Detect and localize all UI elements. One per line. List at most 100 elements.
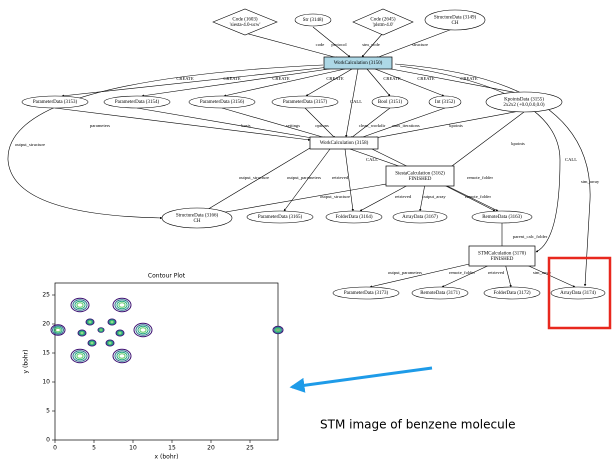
x-tick-label: 15 [168, 445, 176, 452]
node-label: FolderData (3164) [335, 215, 372, 220]
contour-ring [135, 324, 151, 336]
contour-ring [76, 302, 84, 308]
edge-label: clean_workdir [359, 123, 386, 128]
edge-label: CREATE [272, 76, 290, 81]
node-shape [188, 95, 256, 109]
edge-label: CREATE [460, 76, 478, 81]
edge [441, 262, 495, 288]
contour-ring [87, 339, 97, 347]
contour-ring [88, 320, 92, 324]
node-label: KpointsData (3155) [504, 97, 544, 102]
edge-label: parameters [90, 123, 110, 128]
edge [219, 182, 393, 214]
node-label: Str (3148) [303, 18, 324, 23]
edge-label: CALL [565, 157, 577, 162]
contour-ring [118, 353, 126, 359]
contour-ring [85, 318, 95, 326]
contour-ring [108, 319, 116, 325]
edge-label: retrieved [488, 270, 505, 275]
edge [447, 111, 525, 170]
node-shape [371, 95, 409, 109]
edge [399, 65, 561, 253]
edges: code protocol stm_code structure CREATE CREAT… [7, 26, 600, 288]
contour-ring [118, 331, 122, 335]
contour-ring [78, 330, 86, 336]
nodes: Code (1603)'siesta-4.0-ucw' Str (3148) Cod… [21, 8, 606, 300]
edge-label: max_iterations [392, 123, 420, 128]
edge-label: remote_folder [449, 270, 475, 275]
contour-ring [70, 297, 90, 313]
node-label: StructureData (3166) [176, 213, 219, 218]
node-label: FINISHED [491, 257, 514, 262]
node-shape [325, 210, 383, 224]
edge [305, 68, 353, 97]
contour-ring [53, 326, 63, 334]
edge [359, 107, 446, 139]
edge [221, 107, 327, 139]
edge-label: retrieved [332, 175, 349, 180]
edge-label: CREATE [383, 76, 401, 81]
edge-label: options [315, 123, 329, 128]
edge [244, 32, 339, 59]
contour-ring [108, 341, 112, 345]
node-shape [332, 286, 400, 300]
edge [374, 68, 445, 97]
edge [359, 183, 411, 212]
edge-label: CREATE [417, 76, 435, 81]
contour-ring [139, 327, 147, 333]
contour-ring [70, 348, 90, 364]
edge [304, 107, 336, 139]
node-shape [424, 9, 486, 31]
contour-ring [72, 299, 88, 311]
node-label: Bool (3151) [378, 100, 403, 105]
contour-ring [110, 320, 114, 324]
contour-ring [90, 341, 94, 345]
node-shape [246, 210, 314, 224]
contour-ring [272, 325, 284, 335]
edge [504, 262, 512, 288]
contour-ring [273, 326, 283, 334]
edge-label: code [316, 42, 325, 47]
node-label: ParameterData (3154) [115, 100, 160, 105]
node-shape [352, 8, 414, 36]
plot-frame [54, 282, 279, 441]
contour-ring [116, 330, 124, 336]
node-label: ParameterData (3165) [258, 215, 303, 220]
contour-ring [133, 322, 153, 338]
node-shape [161, 207, 233, 229]
node-label: WorkCalculation (3158) [320, 141, 369, 146]
y-tick-label: 10 [42, 379, 50, 386]
edge-label: CALL [366, 157, 378, 162]
edge [385, 67, 519, 94]
node-shape [21, 95, 89, 109]
contour-ring [72, 350, 88, 362]
node-label: ParameterData (3153) [33, 100, 78, 105]
y-tick-label: 5 [46, 408, 50, 415]
contour-ring [112, 348, 132, 364]
edge [54, 107, 311, 141]
y-tick-label: 20 [42, 321, 50, 328]
node-shape [428, 95, 462, 109]
contour-ring [55, 327, 61, 333]
edge [361, 32, 384, 58]
highlight-box [547, 256, 612, 330]
node-shape [392, 210, 448, 224]
node-shape [323, 56, 393, 70]
node-label: Code (2645) [370, 17, 395, 22]
contour-ring [50, 324, 66, 336]
contour-ring [116, 300, 128, 310]
node-label: ArrayData (3174) [560, 291, 596, 296]
edge [439, 182, 496, 212]
edge-label: remote_folder [465, 194, 491, 199]
edge-label: output_parameters [388, 270, 422, 275]
edge [366, 68, 391, 97]
contour-ring [114, 350, 130, 362]
edge-label: output_parameters [287, 175, 321, 180]
edge-label: protocol [331, 42, 347, 47]
node-label: FolderData (3172) [493, 291, 530, 296]
edge [369, 261, 479, 288]
contour-ring [118, 302, 126, 308]
node-shape [271, 95, 339, 109]
edge [223, 68, 346, 97]
caption: STM image of benzene molecule [320, 418, 515, 432]
